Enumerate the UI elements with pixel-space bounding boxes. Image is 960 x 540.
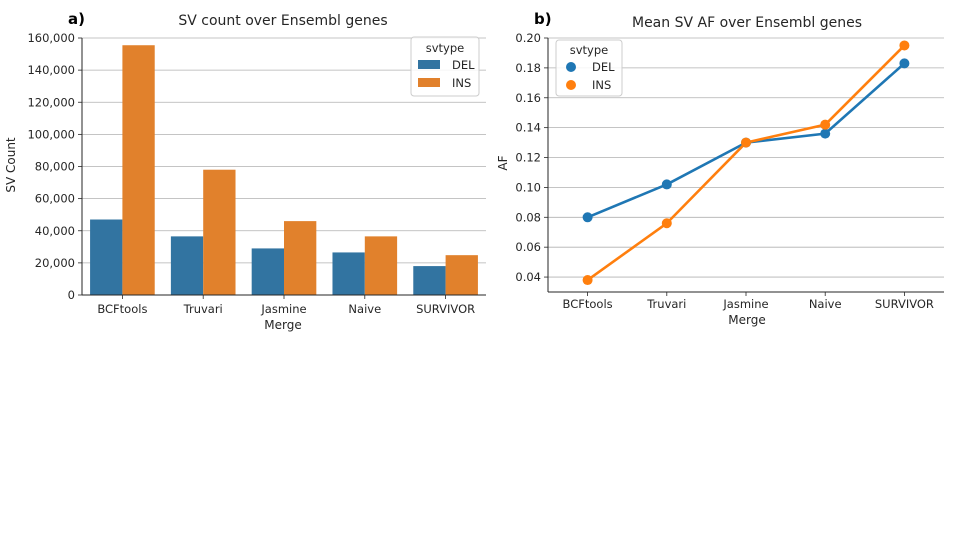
legend-swatch-ins-a <box>418 78 440 87</box>
x-tick-label: Naive <box>348 302 381 316</box>
legend-label-del-b: DEL <box>592 60 615 74</box>
y-axis-label-b: AF <box>496 155 510 170</box>
point-ins-naive <box>820 119 831 130</box>
y-tick-label: 100,000 <box>27 127 75 141</box>
x-tick-labels-a: BCFtools Truvari Jasmine Naive SURVIVOR <box>97 302 475 316</box>
legend-label-ins-a: INS <box>452 76 471 90</box>
legend-label-del-a: DEL <box>452 58 475 72</box>
x-tick-label: BCFtools <box>563 297 613 311</box>
bar-ins-jasmine <box>284 221 317 295</box>
legend-marker-del-b <box>566 62 576 72</box>
bar-ins-truvari <box>203 169 236 295</box>
y-tick-label: 40,000 <box>35 224 75 238</box>
y-tick-label: 160,000 <box>27 31 75 45</box>
point-ins-jasmine <box>741 137 751 148</box>
point-del-truvari <box>661 179 672 190</box>
y-tick-label: 60,000 <box>35 192 75 206</box>
bar-ins-bcftools <box>122 45 155 296</box>
series-lines-b <box>586 44 906 282</box>
bar-ins-naive <box>364 236 398 295</box>
x-tick-label: Truvari <box>183 302 223 316</box>
point-del-naive <box>820 128 831 139</box>
point-del-survivor <box>899 58 910 69</box>
y-tick-label: 0 <box>68 288 75 302</box>
x-tick-labels-b: BCFtools Truvari Jasmine Naive SURVIVOR <box>563 297 934 311</box>
legend-label-ins-b: INS <box>592 78 611 92</box>
y-axis-label-a: SV Count <box>4 137 18 193</box>
legend-a: svtype DEL INS <box>410 36 480 97</box>
point-del-bcftools <box>582 212 593 223</box>
series-line-ins <box>586 44 906 282</box>
panel-label-b: b) <box>534 10 552 28</box>
legend-b: svtype DEL INS <box>555 39 623 97</box>
bar-del-jasmine <box>251 248 284 295</box>
y-tick-label: 0.06 <box>515 240 541 254</box>
x-tick-label: BCFtools <box>97 302 147 316</box>
point-ins-survivor <box>899 40 910 51</box>
x-tick-label: Jasmine <box>722 297 768 311</box>
x-axis-label-b: Merge <box>728 313 765 327</box>
series-points-b <box>582 40 910 286</box>
legend-swatch-del-a <box>418 60 440 69</box>
x-tick-label: SURVIVOR <box>416 302 475 316</box>
chart-title-a: SV count over Ensembl genes <box>178 13 387 29</box>
point-ins-bcftools <box>582 275 593 286</box>
x-axis-label-a: Merge <box>264 318 301 332</box>
chart-title-b: Mean SV AF over Ensembl genes <box>632 15 862 31</box>
bar-ins-survivor <box>445 255 478 295</box>
y-tick-label: 0.14 <box>515 121 541 135</box>
panel-label-a: a) <box>68 10 85 28</box>
bars-a <box>90 45 478 296</box>
legend-title-a: svtype <box>426 41 465 55</box>
axes-b <box>547 38 944 296</box>
x-tick-label: Truvari <box>646 297 686 311</box>
bar-del-naive <box>332 252 365 295</box>
y-tick-label: 0.10 <box>515 180 541 194</box>
y-tick-label: 140,000 <box>27 63 75 77</box>
y-tick-label: 20,000 <box>35 256 75 270</box>
axes-a <box>81 38 486 299</box>
bar-del-survivor <box>413 266 446 295</box>
point-ins-truvari <box>661 218 672 229</box>
y-tick-label: 0.18 <box>515 61 541 75</box>
y-tick-labels-a: 0 20,000 40,000 60,000 80,000 100,000 120,000 1… <box>27 31 75 302</box>
bar-del-bcftools <box>90 219 123 295</box>
x-tick-label: Jasmine <box>260 302 306 316</box>
y-tick-label: 0.12 <box>515 151 541 165</box>
x-tick-label: SURVIVOR <box>875 297 934 311</box>
y-tick-labels-b: 0.04 0.06 0.08 0.10 0.12 0.14 0.16 0.18 0.20 <box>515 31 541 284</box>
y-tick-label: 0.16 <box>515 91 541 105</box>
y-tick-label: 120,000 <box>27 95 75 109</box>
bar-chart-panel: a) SV count over Ensembl genes 0 20,000 40… <box>4 10 486 332</box>
y-tick-label: 0.20 <box>515 31 541 45</box>
line-chart-panel: b) Mean SV AF over Ensembl genes 0.040.0… <box>496 10 944 327</box>
y-tick-label: 0.08 <box>515 210 541 224</box>
legend-title-b: svtype <box>570 43 609 57</box>
legend-marker-ins-b <box>566 80 576 90</box>
bar-del-truvari <box>170 236 204 295</box>
y-tick-label: 0.04 <box>515 270 541 284</box>
x-tick-label: Naive <box>809 297 842 311</box>
y-tick-label: 80,000 <box>35 160 75 174</box>
